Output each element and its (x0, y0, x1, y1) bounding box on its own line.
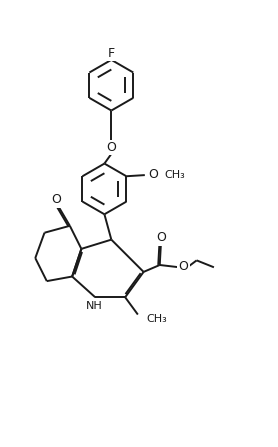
Text: O: O (148, 168, 158, 181)
Text: O: O (157, 231, 166, 245)
Text: O: O (178, 260, 188, 273)
Text: O: O (106, 141, 116, 154)
Text: CH₃: CH₃ (164, 170, 185, 180)
Text: CH₃: CH₃ (146, 314, 167, 324)
Text: NH: NH (86, 301, 102, 311)
Text: F: F (108, 47, 115, 60)
Text: O: O (51, 193, 61, 206)
